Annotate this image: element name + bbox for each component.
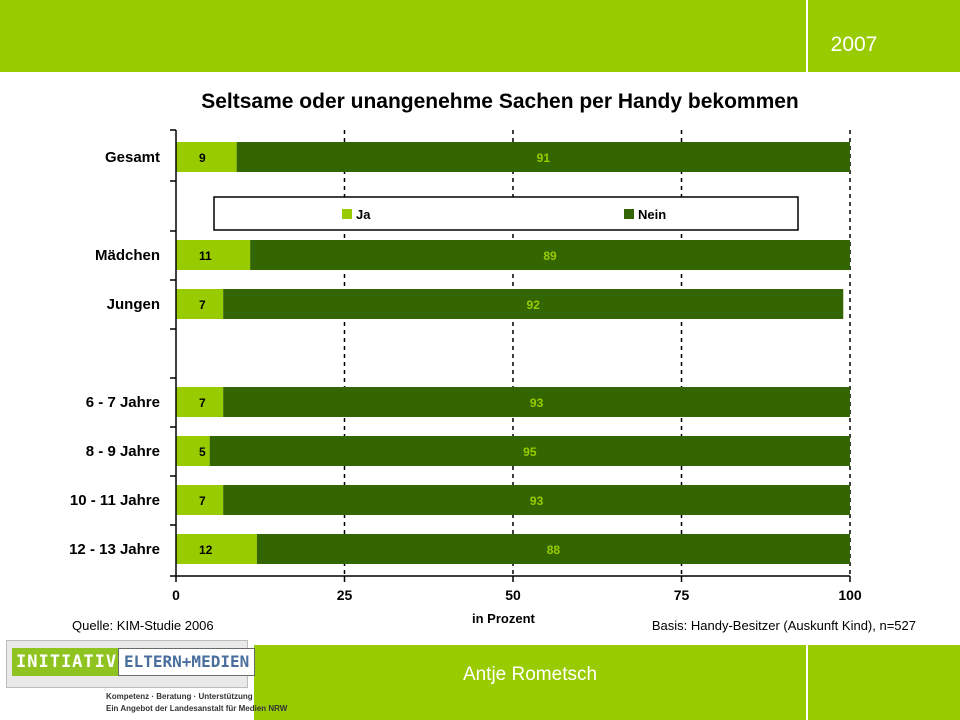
data-label-ja: 7 xyxy=(199,396,206,410)
basis-note: Basis: Handy-Besitzer (Auskunft Kind), n… xyxy=(651,618,916,633)
category-label: Jungen xyxy=(107,296,160,313)
logo-eltern-medien-text: ELTERN+MEDIEN xyxy=(118,648,256,676)
bar-ja xyxy=(176,142,237,172)
category-label: 12 - 13 Jahre xyxy=(69,541,160,558)
bar-nein xyxy=(209,436,850,466)
logo-initiative-text: INITIATIVE xyxy=(12,648,133,676)
chart-title-wrap: Seltsame oder unangenehme Sachen per Han… xyxy=(0,90,960,114)
category-label: 10 - 11 Jahre xyxy=(70,492,160,509)
category-label: Gesamt xyxy=(105,149,160,166)
data-label-ja: 7 xyxy=(199,298,206,312)
data-label-nein: 95 xyxy=(523,445,537,459)
x-tick-label: 0 xyxy=(172,587,180,603)
logo-tagline: Kompetenz · Beratung · Unterstützung xyxy=(106,692,253,701)
data-label-ja: 5 xyxy=(199,445,206,459)
data-label-ja: 11 xyxy=(199,249,212,263)
category-label: 8 - 9 Jahre xyxy=(86,443,160,460)
category-label: 6 - 7 Jahre xyxy=(86,394,160,411)
chart-title: Seltsame oder unangenehme Sachen per Han… xyxy=(201,90,799,113)
bar-nein xyxy=(223,485,850,515)
bar-nein xyxy=(250,240,850,270)
bar-chart: 9 91 11 89 7 92 7 93 5 95 7 93 12 88 Gesamt Mädchen Jung… xyxy=(69,129,862,603)
header-divider xyxy=(806,0,808,72)
bar-ja xyxy=(176,534,257,564)
initiative-logo: INITIATIVE ELTERN+MEDIEN Kompetenz · Ber… xyxy=(6,640,287,718)
x-axis-label: in Prozent xyxy=(472,611,535,626)
footer-divider xyxy=(806,645,808,720)
x-tick-label: 25 xyxy=(337,587,353,603)
legend-label-ja: Ja xyxy=(356,207,371,222)
data-label-ja: 9 xyxy=(199,151,206,165)
footer-bar xyxy=(254,645,960,720)
data-label-nein: 92 xyxy=(527,298,541,312)
logo-provider-line: Ein Angebot der Landesanstalt für Medien… xyxy=(106,704,288,713)
source-note: Quelle: KIM-Studie 2006 xyxy=(72,618,214,633)
legend-swatch-ja xyxy=(342,209,352,219)
bar-ja xyxy=(176,387,224,417)
bar-nein xyxy=(236,142,850,172)
bar-ja xyxy=(176,289,224,319)
data-label-nein: 91 xyxy=(537,151,551,165)
category-label: Mädchen xyxy=(95,247,160,264)
x-tick-label: 100 xyxy=(838,587,862,603)
bar-nein xyxy=(256,534,850,564)
bar-nein xyxy=(223,289,844,319)
data-label-nein: 93 xyxy=(530,494,544,508)
presenter-name: Antje Rometsch xyxy=(462,664,598,685)
data-label-ja: 12 xyxy=(199,543,213,557)
bar-ja xyxy=(176,485,224,515)
legend-box xyxy=(213,196,799,231)
data-label-nein: 93 xyxy=(530,396,544,410)
data-label-nein: 89 xyxy=(543,249,557,263)
bar-nein xyxy=(223,387,850,417)
data-label-ja: 7 xyxy=(199,494,206,508)
legend-label-nein: Nein xyxy=(638,207,666,222)
header-bar xyxy=(0,0,960,72)
bar-ja xyxy=(176,436,210,466)
bar-ja xyxy=(176,240,251,270)
data-label-nein: 88 xyxy=(547,543,561,557)
x-tick-label: 75 xyxy=(674,587,690,603)
x-tick-label: 50 xyxy=(505,587,521,603)
legend-swatch-nein xyxy=(624,209,634,219)
year-label: 2007 xyxy=(830,33,878,56)
